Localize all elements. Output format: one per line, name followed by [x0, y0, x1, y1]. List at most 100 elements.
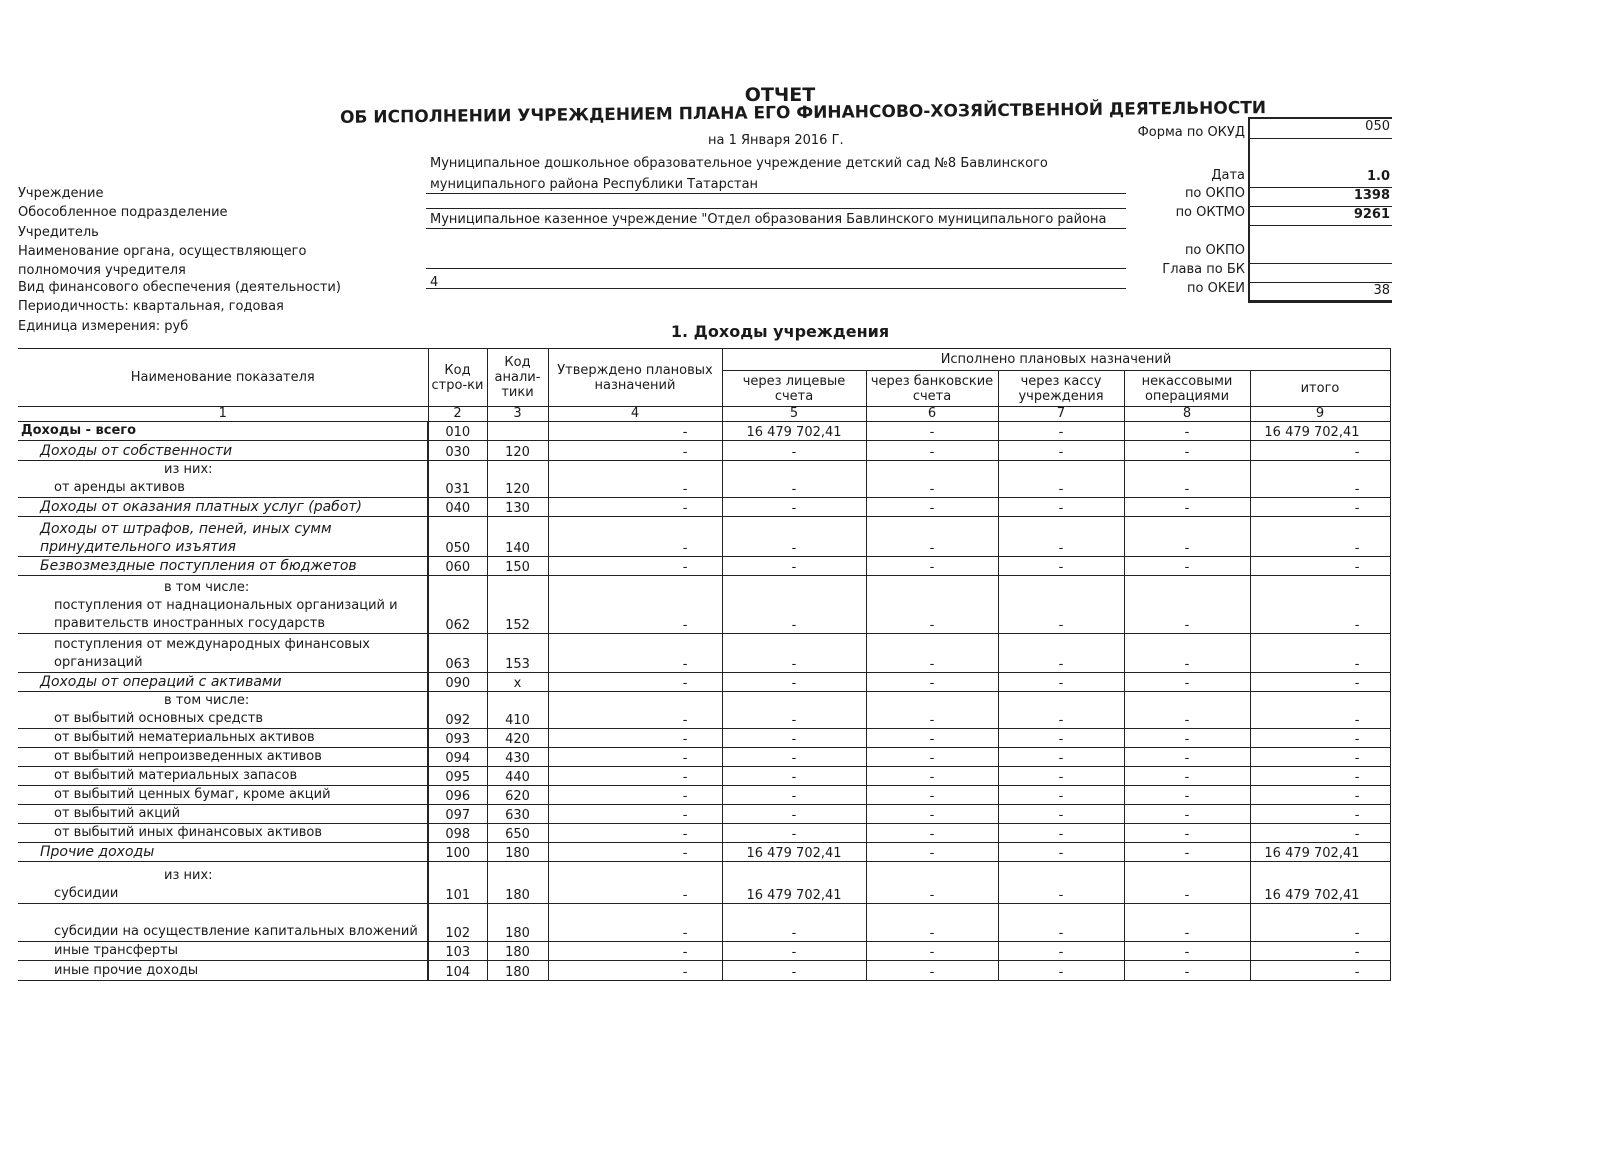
- cell-analytic: 410: [486, 691, 549, 729]
- cell-c6: -: [865, 766, 999, 786]
- column-number: 8: [1123, 406, 1251, 422]
- row-name: от аренды активов: [54, 480, 185, 495]
- cell-code: 090: [427, 672, 488, 692]
- cell-analytic: х: [486, 672, 549, 692]
- cell-c9: -: [1249, 460, 1391, 498]
- finance-type-label: Вид финансового обеспечения (деятельност…: [18, 280, 341, 295]
- header-c9: итого: [1249, 370, 1391, 407]
- cell-c6: -: [865, 556, 999, 576]
- cell-planned: -: [547, 728, 723, 748]
- cell-c9: -: [1249, 672, 1391, 692]
- code-value: 38: [1250, 283, 1392, 301]
- cell-code: 031: [427, 460, 488, 498]
- cell-c9: 16 479 702,41: [1249, 421, 1391, 441]
- header-name: Наименование показателя: [18, 348, 429, 407]
- cell-code: 098: [427, 823, 488, 843]
- row-name: субсидии: [54, 886, 119, 901]
- cell-c5: -: [721, 556, 867, 576]
- cell-c6: -: [865, 672, 999, 692]
- cell-c6: -: [865, 941, 999, 961]
- cell-c7: -: [997, 497, 1125, 517]
- code-label: по ОКПО: [1184, 243, 1245, 258]
- table-row: в том числе: поступления от наднациональн…: [18, 575, 1391, 634]
- cell-c7: -: [997, 842, 1125, 862]
- cell-code: 102: [427, 903, 488, 942]
- cell-c7: -: [997, 903, 1125, 942]
- cell-code: 097: [427, 804, 488, 824]
- cell-code: 030: [427, 440, 488, 461]
- cell-c5: -: [721, 497, 867, 517]
- cell-planned: -: [547, 766, 723, 786]
- cell-code: 101: [427, 861, 488, 904]
- cell-planned: -: [547, 842, 723, 862]
- cell-code: 060: [427, 556, 488, 576]
- cell-c8: -: [1123, 903, 1251, 942]
- cell-c5: -: [721, 766, 867, 786]
- cell-c5: -: [721, 960, 867, 981]
- cell-c8: -: [1123, 633, 1251, 673]
- cell-c7: -: [997, 691, 1125, 729]
- cell-c7: -: [997, 823, 1125, 843]
- cell-c7: -: [997, 575, 1125, 634]
- cell-c8: -: [1123, 440, 1251, 461]
- cell-c5: -: [721, 516, 867, 557]
- cell-analytic: 440: [486, 766, 549, 786]
- column-number: 9: [1249, 406, 1391, 422]
- cell-code: 092: [427, 691, 488, 729]
- header-c6: через банковские счета: [865, 370, 999, 407]
- cell-planned: -: [547, 691, 723, 729]
- cell-code: 104: [427, 960, 488, 981]
- row-name: поступления от наднациональных организац…: [54, 598, 398, 631]
- code-value: 1.0: [1250, 169, 1392, 188]
- table-row: Безвозмездные поступления от бюджетов 060…: [18, 556, 1391, 576]
- table-row: Доходы от штрафов, пеней, иных сумм прин…: [18, 516, 1391, 557]
- table-row: субсидии на осуществление капитальных вл…: [18, 903, 1391, 942]
- periodicity: Периодичность: квартальная, годовая: [18, 299, 284, 314]
- cell-c7: -: [997, 785, 1125, 805]
- cell-analytic: 630: [486, 804, 549, 824]
- cell-c8: -: [1123, 556, 1251, 576]
- table-row: Доходы от операций с активами 090 х - - - - - -: [18, 672, 1391, 692]
- cell-c9: -: [1249, 804, 1391, 824]
- header-c8: некассовыми операциями: [1123, 370, 1251, 407]
- cell-c9: -: [1249, 903, 1391, 942]
- cell-c6: -: [865, 440, 999, 461]
- cell-code: 100: [427, 842, 488, 862]
- institution-value-2: муниципального района Республики Татарст…: [430, 177, 759, 192]
- cell-c5: -: [721, 633, 867, 673]
- cell-c6: -: [865, 460, 999, 498]
- table-row: иные прочие доходы 104 180- - - - - -: [18, 960, 1391, 981]
- cell-planned: -: [547, 785, 723, 805]
- cell-c9: -: [1249, 728, 1391, 748]
- column-number: 6: [865, 406, 999, 422]
- cell-analytic: 420: [486, 728, 549, 748]
- code-label: по ОКПО: [1184, 186, 1245, 201]
- cell-code: 103: [427, 941, 488, 961]
- row-prefix: в том числе:: [164, 693, 250, 708]
- cell-c5: -: [721, 691, 867, 729]
- cell-c6: -: [865, 903, 999, 942]
- cell-c8: -: [1123, 460, 1251, 498]
- column-number: 5: [721, 406, 867, 422]
- row-name: от выбытий нематериальных активов: [54, 730, 315, 745]
- cell-c6: -: [865, 633, 999, 673]
- code-label: Дата: [1211, 168, 1245, 183]
- table-row: из них: субсидии 101 180-16 479 702,41- - -16…: [18, 861, 1391, 904]
- code-value: [1250, 245, 1392, 264]
- row-name: от выбытий основных средств: [54, 711, 264, 726]
- cell-c6: -: [865, 960, 999, 981]
- cell-c9: -: [1249, 747, 1391, 767]
- row-name: Доходы от операций с активами: [40, 674, 282, 690]
- header-executed: Исполнено плановых назначений: [721, 348, 1391, 371]
- cell-c5: -: [721, 941, 867, 961]
- cell-c7: -: [997, 766, 1125, 786]
- cell-c9: 16 479 702,41: [1249, 861, 1391, 904]
- cell-analytic: 180: [486, 941, 549, 961]
- cell-planned: -: [547, 747, 723, 767]
- cell-c6: -: [865, 728, 999, 748]
- cell-c7: -: [997, 556, 1125, 576]
- row-name: от выбытий материальных запасов: [54, 768, 298, 783]
- cell-c6: -: [865, 497, 999, 517]
- cell-c9: -: [1249, 766, 1391, 786]
- code-value: 050: [1250, 119, 1392, 139]
